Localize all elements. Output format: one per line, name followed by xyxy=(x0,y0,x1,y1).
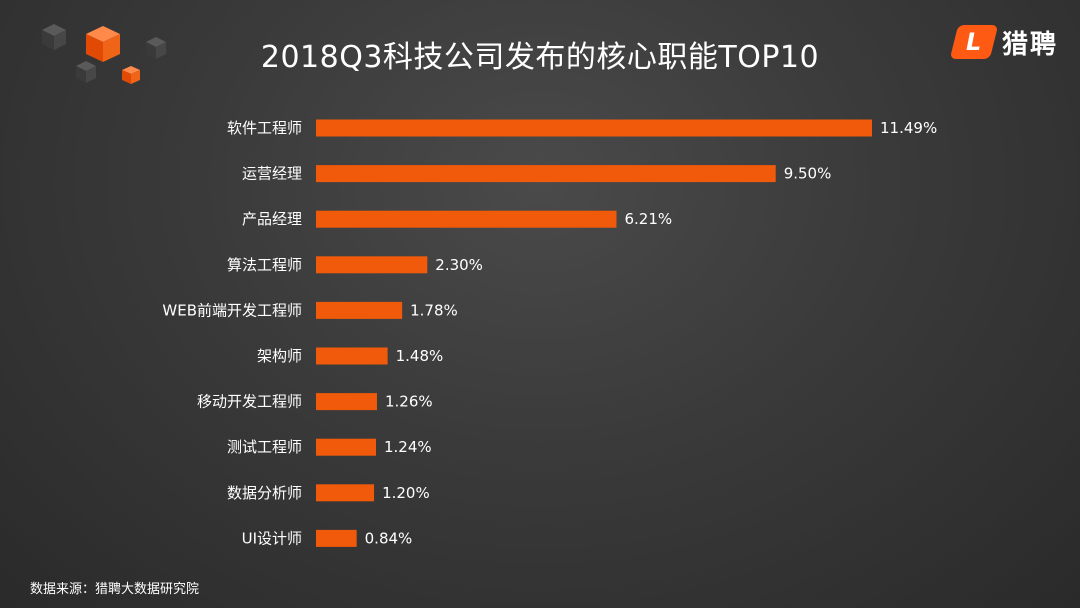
category-label: 移动开发工程师 xyxy=(197,393,302,411)
cube-orange-large xyxy=(86,26,120,62)
cube-dark-3 xyxy=(76,61,96,83)
bar xyxy=(316,119,872,137)
data-source: 数据来源：猎聘大数据研究院 xyxy=(30,582,200,597)
value-label: 2.30% xyxy=(435,256,483,274)
bar xyxy=(316,484,375,502)
liepin-logo: L 猎聘 xyxy=(949,22,1058,62)
logo-text: 猎聘 xyxy=(1001,29,1058,60)
bar xyxy=(316,529,357,547)
category-label: 软件工程师 xyxy=(227,119,302,137)
category-label: 算法工程师 xyxy=(227,256,302,274)
value-label: 1.20% xyxy=(382,484,430,502)
value-label: 1.24% xyxy=(384,438,432,456)
value-label: 11.49% xyxy=(880,119,937,137)
chart-title: 2018Q3科技公司发布的核心职能TOP10 xyxy=(260,40,820,75)
value-label: 0.84% xyxy=(365,529,413,547)
value-label: 1.78% xyxy=(410,301,458,319)
bar xyxy=(316,210,617,228)
category-label: 测试工程师 xyxy=(227,438,302,456)
value-label: 1.48% xyxy=(396,347,444,365)
category-label: UI设计师 xyxy=(242,529,302,547)
category-label: 运营经理 xyxy=(242,165,302,183)
bar xyxy=(316,256,428,274)
bar xyxy=(316,301,403,319)
cube-dark-1 xyxy=(42,24,66,50)
bar xyxy=(316,165,776,183)
value-label: 6.21% xyxy=(625,210,673,228)
category-label: 架构师 xyxy=(257,347,302,365)
cube-dark-2 xyxy=(146,37,166,59)
bar xyxy=(316,438,377,456)
bar xyxy=(316,393,377,411)
category-label: WEB前端开发工程师 xyxy=(162,301,302,319)
decorative-cubes xyxy=(42,24,166,84)
value-label: 9.50% xyxy=(784,165,832,183)
value-label: 1.26% xyxy=(385,393,433,411)
bar xyxy=(316,347,388,365)
cube-orange-small xyxy=(122,66,140,84)
category-label: 产品经理 xyxy=(242,210,302,228)
category-label: 数据分析师 xyxy=(227,484,302,502)
